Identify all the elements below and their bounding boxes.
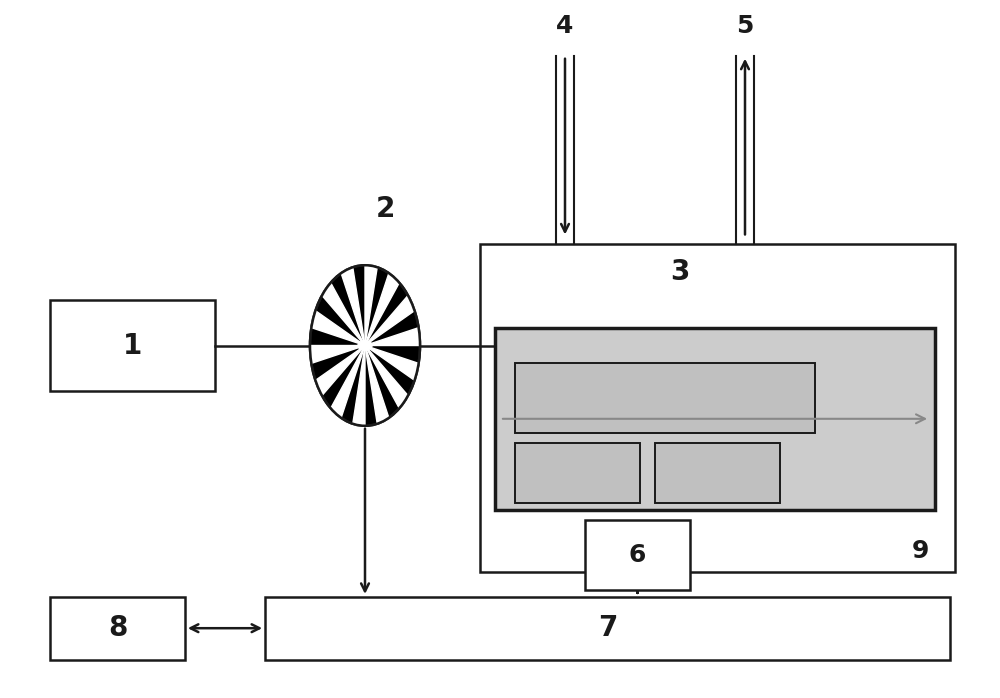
Text: 1: 1 xyxy=(123,332,142,359)
Text: 3: 3 xyxy=(670,258,689,286)
Bar xyxy=(515,363,815,433)
Text: 7: 7 xyxy=(598,614,617,642)
Polygon shape xyxy=(365,295,415,346)
Text: 9: 9 xyxy=(911,540,929,563)
Text: 2: 2 xyxy=(375,195,395,223)
Text: 5: 5 xyxy=(736,15,754,38)
Polygon shape xyxy=(353,346,365,426)
Polygon shape xyxy=(365,346,389,424)
Polygon shape xyxy=(322,283,365,346)
Bar xyxy=(655,443,780,503)
Polygon shape xyxy=(365,327,420,346)
Bar xyxy=(480,244,955,572)
Text: 8: 8 xyxy=(108,614,127,642)
Text: 6: 6 xyxy=(629,543,646,567)
Bar xyxy=(50,597,185,660)
Polygon shape xyxy=(331,346,365,418)
Polygon shape xyxy=(310,346,365,364)
Bar xyxy=(265,597,950,660)
Polygon shape xyxy=(365,346,408,408)
Polygon shape xyxy=(365,273,399,346)
Bar xyxy=(495,328,935,510)
Polygon shape xyxy=(365,265,377,346)
Bar xyxy=(585,520,690,590)
Bar xyxy=(50,300,215,391)
Polygon shape xyxy=(311,311,365,346)
Circle shape xyxy=(358,341,372,350)
Polygon shape xyxy=(315,346,365,396)
Text: 4: 4 xyxy=(556,15,574,38)
Polygon shape xyxy=(365,346,419,380)
Ellipse shape xyxy=(310,265,420,426)
Polygon shape xyxy=(341,267,365,346)
Bar xyxy=(515,443,640,503)
